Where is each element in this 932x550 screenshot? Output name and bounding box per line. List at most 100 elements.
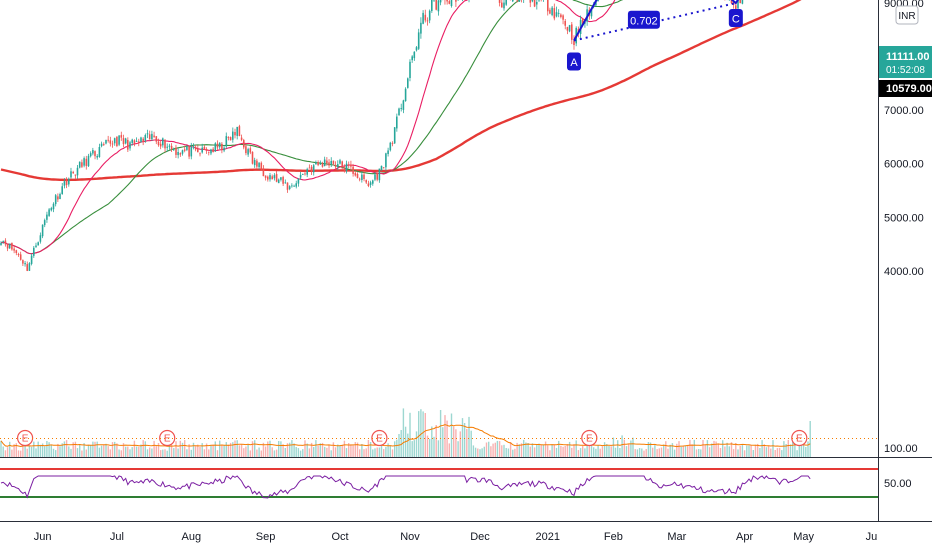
volume-bar [210,445,212,457]
volume-bar [164,449,166,457]
price-tick-label: 4000.00 [884,266,924,278]
volume-bar [708,447,711,457]
candle [352,163,354,177]
volume-bar [494,442,496,457]
rsi-pane-background[interactable] [0,458,878,520]
volume-bar [566,444,569,457]
volume-bar [70,448,72,457]
volume-bar [122,443,125,457]
candle [264,175,267,181]
candle [374,172,376,182]
volume-bar [459,431,461,457]
candle [529,0,532,8]
volume-bar [378,447,381,457]
volume-bar [380,445,383,457]
ma-20-line [0,0,616,255]
volume-bar [249,450,251,457]
volume-bar [498,441,501,457]
volume-bar [706,440,709,457]
rsi-indicator [0,468,878,499]
candle [531,0,534,3]
volume-bar [461,418,464,457]
volume-bar [800,445,803,457]
volume-bar [654,445,656,457]
volume-bar [286,443,289,457]
volume-bar [39,444,42,457]
volume-bar [389,445,391,457]
volume-bar [772,440,774,457]
candle [50,206,53,212]
candle [166,143,168,152]
candle [428,9,431,24]
volume-bar [87,445,90,457]
volume-bar [792,440,794,457]
candle [542,0,544,2]
volume-bar [625,446,628,457]
volume-bar [367,440,370,457]
volume-bar [453,426,455,457]
candle [116,136,118,148]
candle [216,140,219,151]
price-tick-label: 6000.00 [884,159,924,171]
price-tick-label: 5000.00 [884,212,924,224]
volume-bar [638,448,641,457]
candle [103,142,105,146]
volume-bar [536,444,538,457]
candle [334,161,337,170]
candle [177,148,179,159]
volume-bar [468,416,470,457]
candle [190,142,193,160]
volume-bar [304,440,306,457]
volume-bar [100,445,103,457]
volume-bar [245,446,247,457]
volume-bar [407,433,409,457]
volume-bar [142,440,144,457]
earnings-badge[interactable]: E [791,429,808,447]
candle [57,193,59,202]
volume-bar [2,446,4,457]
volume-bar [778,447,781,457]
candle [98,143,101,158]
volume-bar [752,450,754,457]
volume-bar [732,449,735,457]
volume-bar [584,448,586,457]
svg-text:E: E [22,434,29,445]
currency-badge[interactable]: INR [895,5,919,25]
candle [188,146,190,160]
earnings-badge[interactable]: E [17,429,34,447]
volume-bar [730,442,733,457]
candle [179,152,182,157]
volume-bar [61,443,63,457]
candle [549,7,551,15]
candle [398,107,400,116]
volume-bar [724,446,726,457]
candle [59,192,61,200]
volume-bar [205,443,208,457]
candle [332,160,335,166]
volume-bar [383,449,385,457]
volume-bar [418,411,420,457]
volume-bar [116,443,118,457]
svg-text:E: E [164,434,171,445]
candle [151,130,153,141]
volume-bar [636,449,639,457]
last-price-label: 11111.00 01:52:08 [879,46,932,78]
volume-bar [140,444,142,457]
volume-bar [319,443,321,457]
candle [63,178,66,189]
volume-bar [424,413,426,457]
volume-bar [103,444,105,457]
candle [153,131,155,139]
volume-bar [634,449,636,457]
earnings-badge[interactable]: E [371,429,388,447]
candle [146,129,149,139]
candle [407,77,409,89]
volume-bar [741,445,744,457]
volume-bar [299,450,302,457]
candle [113,137,116,146]
price-pane-background[interactable] [0,0,878,457]
volume-moving-average [0,424,811,448]
volume-bar [260,450,262,457]
earnings-badge[interactable]: E [159,429,176,447]
